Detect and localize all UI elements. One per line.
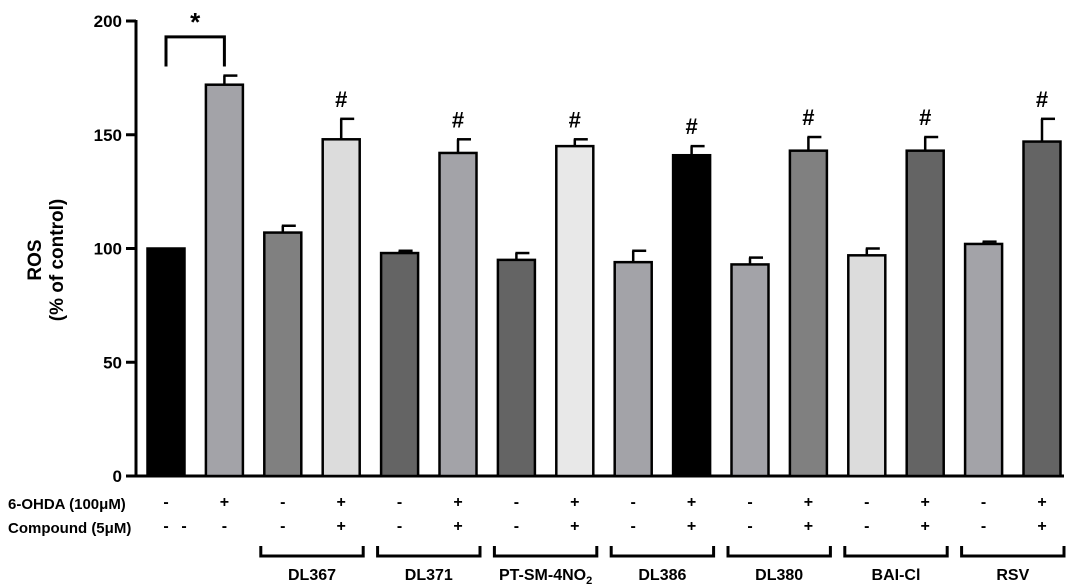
y-tick-label: 200 <box>94 12 122 31</box>
row-label-compound: Compound (5μM) <box>8 520 132 537</box>
row1-sign: - <box>514 494 519 511</box>
row1-sign: + <box>337 494 346 511</box>
bar <box>1022 140 1062 478</box>
group-label: DL367 <box>288 567 336 584</box>
group-label: DL380 <box>755 567 803 584</box>
y-axis-label-line2: (% of control) <box>47 198 68 322</box>
row1-sign: + <box>220 494 229 511</box>
annotations-layer: * <box>164 7 226 67</box>
group-bracket <box>843 546 949 558</box>
row2-sign: - <box>747 518 752 535</box>
significance-mark: # <box>919 105 931 130</box>
y-axis-label: ROS (% of control) <box>12 60 82 460</box>
bar <box>671 153 712 478</box>
significance-star: * <box>190 7 201 37</box>
bar <box>613 260 653 478</box>
row1-sign: - <box>747 494 752 511</box>
row2-sign: - <box>514 518 519 535</box>
row2-sign: + <box>337 518 346 535</box>
row1-sign: + <box>570 494 579 511</box>
row1-sign: - <box>631 494 636 511</box>
row2-label-sign: - <box>181 518 186 535</box>
group-label: PT-SM-4NO2 <box>499 567 592 587</box>
row1-sign: - <box>397 494 402 511</box>
row1-sign: - <box>280 494 285 511</box>
y-tick-label: 100 <box>94 240 122 259</box>
row1-sign: + <box>687 494 696 511</box>
group-bracket <box>259 546 365 558</box>
bar <box>788 149 829 478</box>
group-bracket <box>376 546 482 558</box>
bars-layer: # # # # # # # <box>146 74 1062 478</box>
row2-sign: + <box>687 518 696 535</box>
group-bracket <box>726 546 832 558</box>
significance-mark: # <box>802 105 814 130</box>
bar <box>496 258 537 478</box>
bar <box>963 242 1004 478</box>
row2-sign: - <box>397 518 402 535</box>
row2-sign: - <box>864 518 869 535</box>
group-label: RSV <box>996 567 1029 584</box>
row1-sign: - <box>864 494 869 511</box>
bar <box>438 151 478 478</box>
significance-mark: # <box>685 114 697 139</box>
condition-table: - + - + - + - + - + - + - + - +- - - + - + - + - + - + - + - +-DL367 DL… <box>163 494 1066 587</box>
bar <box>146 247 186 478</box>
row1-sign: + <box>453 494 462 511</box>
row1-sign: + <box>1037 494 1046 511</box>
row1-sign: + <box>921 494 930 511</box>
group-bracket <box>609 546 716 558</box>
bar <box>730 263 770 478</box>
row2-sign: + <box>1037 518 1046 535</box>
significance-mark: # <box>335 87 347 112</box>
group-label-subscript: 2 <box>586 575 592 587</box>
group-bracket <box>960 546 1066 558</box>
group-label: BAI-Cl <box>872 567 921 584</box>
row2-sign: - <box>163 518 168 535</box>
group-bracket <box>492 546 599 558</box>
group-label: DL371 <box>405 567 453 584</box>
significance-bracket <box>164 35 226 67</box>
bar <box>321 138 361 478</box>
significance-mark: # <box>452 107 464 132</box>
row2-sign: - <box>981 518 986 535</box>
row1-sign: + <box>804 494 813 511</box>
bar <box>847 254 887 478</box>
row2-sign: + <box>921 518 930 535</box>
row1-sign: - <box>163 494 168 511</box>
y-tick-label: 0 <box>113 467 122 486</box>
group-label: DL386 <box>638 567 686 584</box>
row2-sign: - <box>631 518 636 535</box>
y-axis-label-line1: ROS <box>25 239 46 281</box>
y-tick-label: 150 <box>94 126 122 145</box>
row1-sign: - <box>981 494 986 511</box>
bar <box>555 144 595 478</box>
significance-mark: # <box>569 107 581 132</box>
row-label-6ohda: 6-OHDA (100μM) <box>8 496 126 513</box>
row2-sign: - <box>222 518 227 535</box>
significance-mark: # <box>1036 87 1048 112</box>
row2-sign: + <box>453 518 462 535</box>
row2-sign: - <box>280 518 285 535</box>
y-tick-label: 50 <box>103 353 122 372</box>
row2-sign: + <box>804 518 813 535</box>
bar <box>204 83 245 478</box>
bar <box>905 149 945 478</box>
bar <box>263 231 303 478</box>
row2-sign: + <box>570 518 579 535</box>
bar <box>379 251 420 478</box>
